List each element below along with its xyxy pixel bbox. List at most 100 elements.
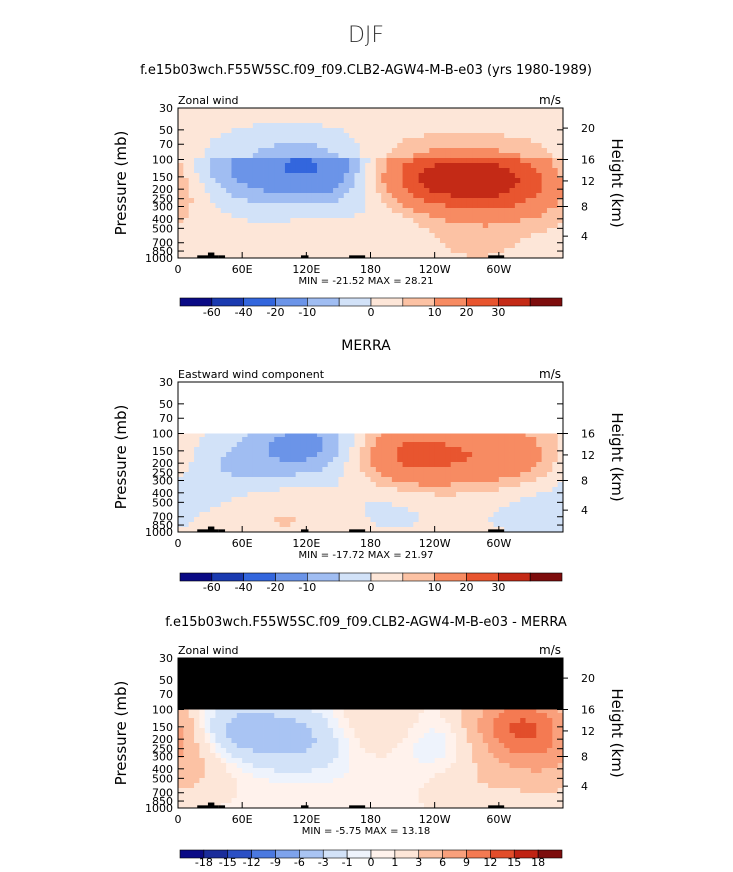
heatmap-cell [231, 208, 238, 214]
heatmap-cell [333, 153, 339, 159]
heatmap-cell [349, 238, 355, 244]
heatmap-cell [183, 138, 190, 144]
heatmap-cell [391, 253, 398, 259]
heatmap-cell [402, 138, 409, 144]
heatmap-cell [381, 522, 387, 528]
heatmap-cell [290, 512, 297, 518]
heatmap-cell [290, 472, 297, 478]
heatmap-cell [295, 248, 302, 254]
heatmap-cell [488, 183, 494, 189]
heatmap-cell [279, 497, 286, 503]
heatmap-cell [252, 452, 259, 458]
heatmap-cell [333, 487, 339, 493]
heatmap-cell [183, 123, 190, 129]
heatmap-cell [236, 457, 243, 463]
heatmap-cell [429, 243, 436, 249]
heatmap-cell [546, 233, 553, 239]
heatmap-cell [365, 143, 371, 149]
heatmap-cell [482, 218, 489, 224]
heatmap-cell [498, 178, 505, 184]
heatmap-cell [472, 173, 478, 179]
heatmap-cell [247, 203, 254, 209]
heatmap-cell [247, 472, 254, 478]
heatmap-cell [482, 432, 489, 438]
heatmap-cell [194, 168, 200, 174]
heatmap-cell [306, 253, 313, 259]
heatmap-cell [450, 507, 457, 513]
heatmap-cell [204, 457, 211, 463]
heatmap-cell [354, 233, 361, 239]
heatmap-cell [333, 522, 339, 528]
heatmap-cell [263, 457, 270, 463]
heatmap-cell [349, 123, 355, 129]
heatmap-cell [530, 492, 537, 498]
heatmap-cell [370, 208, 377, 214]
heatmap-cell [509, 442, 516, 448]
heatmap-cell [488, 462, 494, 468]
heatmap-cell [397, 472, 403, 478]
heatmap-cell [236, 118, 243, 124]
heatmap-cell [375, 153, 382, 159]
heatmap-cell [263, 512, 270, 518]
heatmap-cell [220, 442, 227, 448]
heatmap-cell [445, 168, 452, 174]
heatmap-cell [349, 203, 355, 209]
heatmap-cell [477, 253, 484, 259]
heatmap-cell [546, 447, 553, 453]
heatmap-cell [402, 502, 409, 508]
heatmap-cell [343, 507, 350, 513]
heatmap-cell [504, 193, 510, 199]
y-tick-label: 250 [152, 467, 173, 480]
heatmap-cell [327, 432, 334, 438]
heatmap-cell [354, 143, 361, 149]
heatmap-cell [509, 248, 516, 254]
heatmap-cell [317, 442, 323, 448]
heatmap-cell [199, 108, 206, 114]
heatmap-cell [194, 148, 200, 154]
heatmap-cell [509, 452, 516, 458]
heatmap-cell [482, 457, 489, 463]
heatmap-cell [450, 158, 457, 164]
y-tick-label: 300 [152, 474, 173, 487]
heatmap-cell [333, 467, 339, 473]
heatmap-cell [183, 128, 190, 134]
heatmap-cell [541, 203, 548, 209]
heatmap-cell [242, 163, 248, 169]
heatmap-cell [493, 248, 500, 254]
heatmap-cell [338, 188, 345, 194]
heatmap-cell [338, 148, 345, 154]
heatmap-cell [557, 133, 564, 139]
heatmap-cell [300, 143, 307, 149]
heatmap-cell [461, 138, 468, 144]
heatmap-cell [242, 153, 248, 159]
heatmap-cell [488, 193, 494, 199]
heatmap-cell [456, 208, 462, 214]
heatmap-cell [482, 223, 489, 229]
heatmap-cell [284, 128, 291, 134]
heatmap-cell [343, 248, 350, 254]
heatmap-cell [338, 457, 345, 463]
heatmap-cell [322, 522, 329, 528]
heatmap-cell [188, 208, 195, 214]
heatmap-cell [338, 158, 345, 164]
heatmap-cell [375, 243, 382, 249]
heatmap-cell [210, 183, 216, 189]
heatmap-cell [482, 522, 489, 528]
heatmap-cell [343, 168, 350, 174]
heatmap-cell [343, 492, 350, 498]
heatmap-cell [311, 447, 318, 453]
heatmap-cell [333, 452, 339, 458]
heatmap-cell [402, 113, 409, 119]
heatmap-cell [327, 502, 334, 508]
heatmap-cell [263, 178, 270, 184]
heatmap-cell [327, 492, 334, 498]
heatmap-cell [509, 153, 516, 159]
heatmap-cell [557, 203, 564, 209]
heatmap-cell [333, 128, 339, 134]
heatmap-cell [215, 133, 222, 139]
heatmap-cell [178, 437, 184, 443]
heatmap-cell [391, 148, 398, 154]
heatmap-cell [488, 517, 494, 523]
heatmap-cell [440, 153, 446, 159]
heatmap-cell [391, 482, 398, 488]
